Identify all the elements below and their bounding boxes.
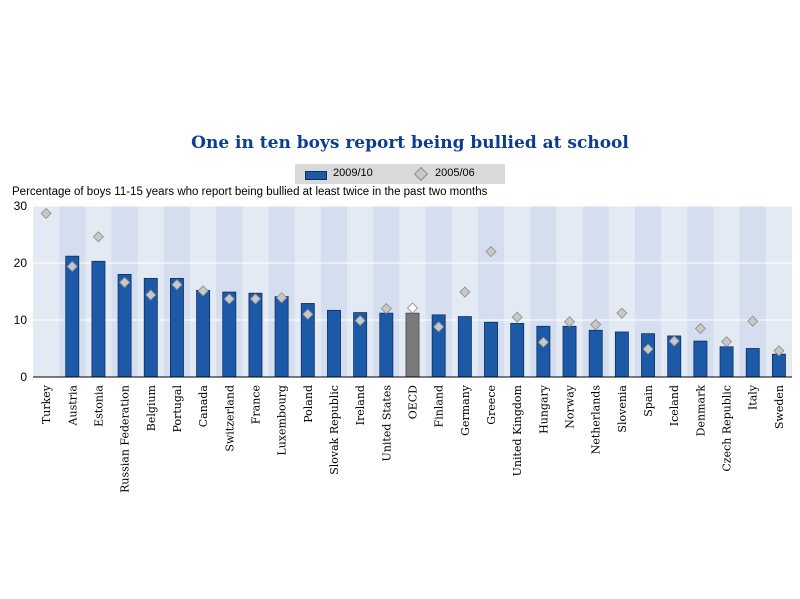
category-label-denmark: Denmark — [694, 385, 707, 437]
y-tick-label-30: 30 — [14, 199, 28, 213]
bar-slovenia — [614, 331, 629, 378]
category-label-netherlands: Netherlands — [590, 385, 603, 455]
category-label-poland: Poland — [302, 385, 315, 423]
bar-sweden — [771, 353, 786, 378]
y-tick-label-10: 10 — [14, 313, 28, 327]
bar-oecd — [405, 312, 420, 378]
category-label-slovak-republic: Slovak Republic — [328, 385, 341, 475]
category-label-sweden: Sweden — [773, 385, 786, 429]
marker-portugal — [171, 279, 183, 291]
legend-bar-swatch — [305, 171, 327, 180]
category-label-luxembourg: Luxembourg — [276, 385, 289, 456]
marker-switzerland — [223, 293, 235, 305]
bar-italy — [745, 348, 760, 378]
marker-denmark — [694, 322, 706, 335]
legend: 2009/10 2005/06 — [295, 164, 505, 184]
bar-hungary — [536, 325, 551, 378]
category-label-estonia: Estonia — [92, 385, 105, 427]
marker-hungary — [537, 336, 549, 348]
chart-subtitle: Percentage of boys 11-15 years who repor… — [12, 186, 488, 198]
marker-netherlands — [590, 318, 602, 331]
bar-france — [248, 292, 263, 378]
bar-netherlands — [588, 329, 603, 378]
marker-ireland — [354, 315, 366, 327]
marker-norway — [563, 316, 576, 328]
category-label-spain: Spain — [642, 385, 655, 417]
category-label-hungary: Hungary — [537, 384, 550, 434]
chart-title: One in ten boys report being bullied at … — [191, 133, 629, 153]
marker-estonia — [92, 231, 104, 243]
marker-czech-republic — [721, 336, 733, 348]
category-label-united-states: United States — [380, 385, 393, 462]
marker-luxembourg — [276, 292, 288, 304]
category-label-canada: Canada — [197, 385, 210, 428]
bar-denmark — [693, 340, 708, 378]
category-label-finland: Finland — [433, 385, 446, 427]
bar-germany — [457, 316, 472, 378]
marker-sweden — [773, 345, 785, 357]
y-tick-label-0: 0 — [20, 370, 27, 384]
category-label-oecd: OECD — [407, 385, 420, 419]
bar-switzerland — [222, 291, 237, 378]
bar-russian-federation — [117, 273, 132, 378]
bar-luxembourg — [274, 296, 289, 378]
marker-united-states — [380, 303, 392, 315]
category-label-norway: Norway — [564, 384, 577, 428]
bar-norway — [562, 325, 577, 378]
marker-united-kingdom — [511, 311, 523, 323]
marker-slovenia — [616, 307, 628, 319]
marker-finland — [433, 321, 445, 333]
category-label-united-kingdom: United Kingdom — [511, 384, 524, 476]
category-label-belgium: Belgium — [145, 384, 158, 431]
marker-italy — [747, 315, 759, 327]
category-label-portugal: Portugal — [171, 385, 184, 433]
marker-austria — [66, 260, 78, 272]
marker-turkey — [40, 207, 52, 219]
marker-spain — [642, 343, 654, 355]
marker-poland — [302, 308, 314, 320]
bar-united-states — [379, 312, 394, 378]
marker-oecd — [406, 302, 419, 314]
category-label-slovenia: Slovenia — [616, 385, 629, 433]
category-label-czech-republic: Czech Republic — [721, 385, 734, 472]
marker-iceland — [668, 335, 680, 347]
bar-portugal — [170, 277, 184, 378]
bar-canada — [196, 289, 211, 378]
marker-greece — [485, 246, 497, 258]
category-label-russian-federation: Russian Federation — [119, 385, 132, 493]
category-label-switzerland: Switzerland — [223, 385, 236, 452]
bar-austria — [65, 255, 80, 378]
legend-label-2009-10: 2009/10 — [333, 167, 373, 179]
category-label-italy: Italy — [747, 384, 760, 410]
category-label-ireland: Ireland — [354, 385, 367, 425]
category-label-greece: Greece — [485, 385, 498, 425]
category-label-germany: Germany — [459, 384, 472, 436]
marker-france — [249, 293, 262, 305]
category-label-turkey: Turkey — [40, 384, 53, 424]
bar-estonia — [91, 260, 106, 378]
bar-united-kingdom — [510, 323, 525, 378]
marker-belgium — [145, 289, 157, 301]
marker-germany — [459, 286, 471, 298]
category-label-iceland: Iceland — [668, 385, 681, 426]
bar-czech-republic — [719, 346, 734, 378]
bar-spain — [641, 333, 655, 378]
legend-label-2005-06: 2005/06 — [435, 167, 475, 179]
y-tick-label-20: 20 — [14, 256, 28, 270]
category-label-austria: Austria — [66, 385, 79, 427]
bar-slovak-republic — [327, 309, 341, 378]
marker-russian-federation — [119, 276, 131, 288]
marker-canada — [197, 285, 209, 297]
bar-greece — [484, 321, 498, 378]
category-label-france: France — [249, 385, 262, 424]
